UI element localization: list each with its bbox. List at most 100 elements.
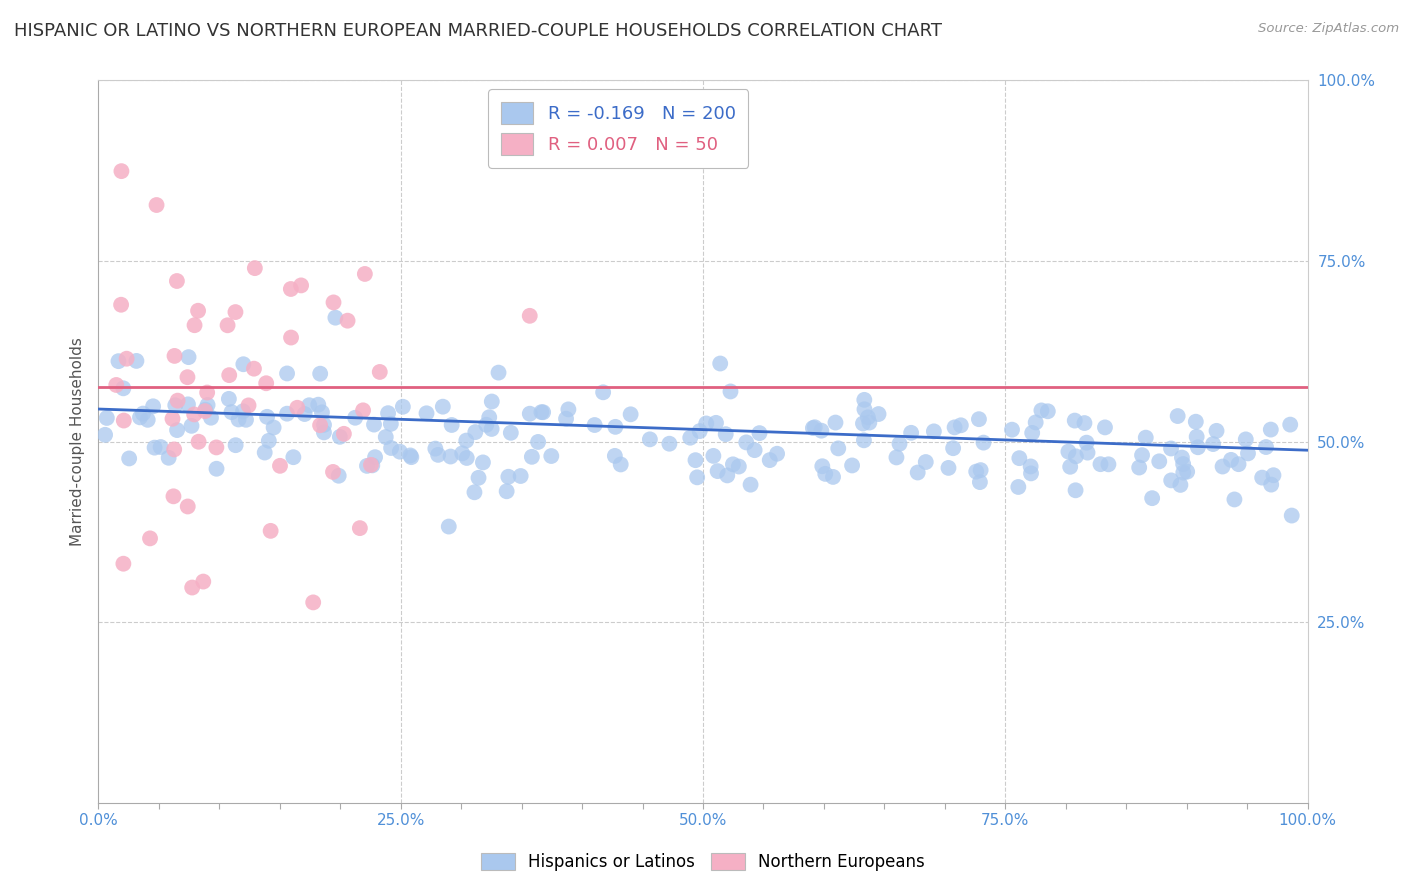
Point	[263, 420, 285, 434]
Point	[1260, 423, 1282, 437]
Point	[471, 455, 494, 469]
Point	[827, 442, 849, 456]
Point	[312, 417, 335, 432]
Point	[1173, 457, 1195, 471]
Point	[922, 425, 945, 439]
Point	[856, 410, 879, 425]
Point	[205, 441, 228, 455]
Point	[1185, 415, 1208, 429]
Point	[1036, 404, 1059, 418]
Point	[399, 449, 422, 463]
Point	[853, 402, 876, 417]
Point	[965, 465, 987, 479]
Point	[1076, 435, 1098, 450]
Point	[811, 459, 834, 474]
Point	[177, 397, 200, 411]
Point	[889, 437, 911, 451]
Point	[1090, 457, 1112, 471]
Point	[969, 463, 991, 477]
Point	[1237, 446, 1260, 460]
Point	[269, 458, 291, 473]
Point	[176, 370, 198, 384]
Point	[1263, 468, 1285, 483]
Point	[392, 400, 415, 414]
Point	[344, 410, 367, 425]
Point	[709, 357, 731, 371]
Point	[810, 424, 832, 438]
Point	[1076, 445, 1098, 459]
Point	[1234, 433, 1257, 447]
Point	[112, 557, 135, 571]
Point	[129, 410, 152, 425]
Point	[1227, 457, 1250, 471]
Point	[463, 485, 485, 500]
Point	[603, 449, 626, 463]
Point	[290, 278, 312, 293]
Point	[973, 435, 995, 450]
Point	[658, 436, 681, 450]
Point	[886, 450, 908, 465]
Point	[814, 467, 837, 481]
Point	[280, 282, 302, 296]
Point	[380, 417, 402, 431]
Point	[464, 425, 486, 439]
Point	[679, 431, 702, 445]
Point	[1130, 448, 1153, 462]
Point	[967, 412, 990, 426]
Point	[1187, 440, 1209, 454]
Point	[193, 574, 215, 589]
Point	[328, 468, 350, 483]
Point	[163, 349, 186, 363]
Point	[620, 407, 643, 421]
Point	[592, 385, 614, 400]
Legend: R = -0.169   N = 200, R = 0.007   N = 50: R = -0.169 N = 200, R = 0.007 N = 50	[488, 89, 748, 168]
Point	[481, 422, 503, 436]
Point	[325, 310, 347, 325]
Point	[183, 318, 205, 333]
Point	[228, 412, 250, 426]
Point	[498, 469, 520, 483]
Point	[509, 469, 531, 483]
Point	[401, 450, 423, 464]
Point	[530, 405, 553, 419]
Text: HISPANIC OR LATINO VS NORTHERN EUROPEAN MARRIED-COUPLE HOUSEHOLDS CORRELATION CH: HISPANIC OR LATINO VS NORTHERN EUROPEAN …	[14, 22, 942, 40]
Point	[165, 398, 187, 412]
Point	[686, 470, 709, 484]
Point	[205, 462, 228, 476]
Point	[235, 413, 257, 427]
Point	[1064, 483, 1087, 498]
Point	[307, 398, 329, 412]
Point	[352, 403, 374, 417]
Point	[149, 440, 172, 454]
Point	[1031, 403, 1053, 417]
Point	[1025, 416, 1047, 430]
Point	[118, 451, 141, 466]
Point	[110, 298, 132, 312]
Point	[283, 450, 305, 465]
Point	[868, 407, 890, 421]
Point	[748, 426, 770, 441]
Point	[740, 477, 762, 491]
Point	[145, 198, 167, 212]
Point	[136, 413, 159, 427]
Point	[1064, 450, 1087, 464]
Point	[841, 458, 863, 473]
Point	[224, 305, 246, 319]
Point	[1001, 423, 1024, 437]
Point	[456, 450, 478, 465]
Point	[727, 459, 749, 474]
Point	[1160, 442, 1182, 456]
Point	[187, 434, 209, 449]
Point	[432, 400, 454, 414]
Point	[1254, 440, 1277, 454]
Point	[183, 408, 205, 422]
Point	[225, 438, 247, 452]
Point	[1171, 450, 1194, 465]
Point	[180, 418, 202, 433]
Point	[821, 470, 844, 484]
Point	[938, 461, 960, 475]
Point	[177, 350, 200, 364]
Point	[238, 398, 260, 412]
Point	[125, 354, 148, 368]
Point	[1212, 459, 1234, 474]
